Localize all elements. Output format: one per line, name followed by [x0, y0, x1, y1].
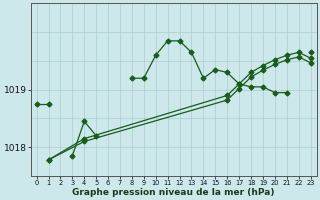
X-axis label: Graphe pression niveau de la mer (hPa): Graphe pression niveau de la mer (hPa): [72, 188, 275, 197]
